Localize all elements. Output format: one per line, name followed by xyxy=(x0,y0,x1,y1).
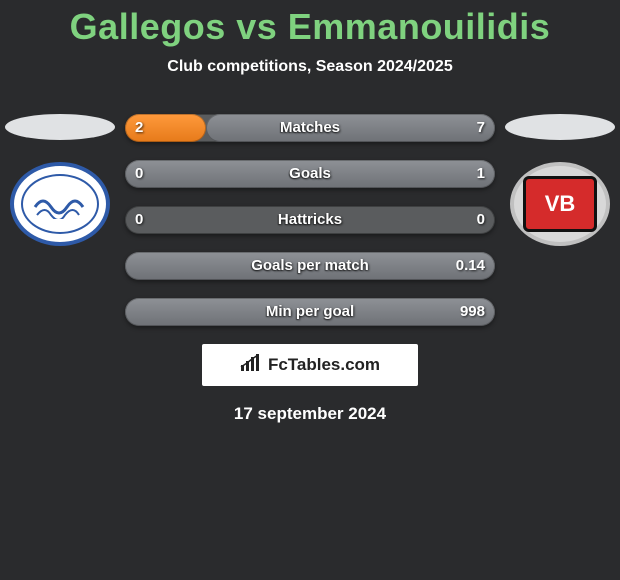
club-left-inner xyxy=(21,174,99,234)
stat-label: Matches xyxy=(125,114,495,142)
page-title: Gallegos vs Emmanouilidis xyxy=(0,0,620,48)
stat-label: Min per goal xyxy=(125,298,495,326)
stat-bars: Matches27Goals01Hattricks00Goals per mat… xyxy=(125,114,495,326)
club-right-short: VB xyxy=(545,191,576,217)
stat-right-value: 0.14 xyxy=(456,252,485,280)
stat-right-value: 0 xyxy=(477,206,485,234)
player-right-block: VB xyxy=(500,114,620,234)
attribution-text: FcTables.com xyxy=(268,355,380,375)
stat-label: Goals xyxy=(125,160,495,188)
stat-left-value: 0 xyxy=(135,160,143,188)
stat-left-value: 0 xyxy=(135,206,143,234)
comparison-content: VB Matches27Goals01Hattricks00Goals per … xyxy=(0,114,620,424)
player-left-block xyxy=(0,114,120,234)
stat-left-value: 2 xyxy=(135,114,143,142)
stat-right-value: 7 xyxy=(477,114,485,142)
stat-row: Goals per match0.14 xyxy=(125,252,495,280)
chart-bars-icon xyxy=(240,354,262,377)
subtitle: Club competitions, Season 2024/2025 xyxy=(0,58,620,76)
club-right-badge: VB xyxy=(510,162,610,246)
club-left-badge xyxy=(10,162,110,246)
player-right-avatar-placeholder xyxy=(505,114,615,140)
stat-row: Goals0 1 xyxy=(125,160,495,188)
stat-row: Matches2 7 xyxy=(125,114,495,142)
club-right-inner: VB xyxy=(523,176,597,232)
stat-row: Min per goal998 xyxy=(125,298,495,326)
club-left-wave-icon xyxy=(33,189,87,219)
attribution-badge: FcTables.com xyxy=(202,344,418,386)
stat-right-value: 1 xyxy=(477,160,485,188)
stat-label: Hattricks xyxy=(125,206,495,234)
stat-label: Goals per match xyxy=(125,252,495,280)
date-text: 17 september 2024 xyxy=(0,404,620,424)
stat-right-value: 998 xyxy=(460,298,485,326)
stat-row: Hattricks0 0 xyxy=(125,206,495,234)
player-left-avatar-placeholder xyxy=(5,114,115,140)
